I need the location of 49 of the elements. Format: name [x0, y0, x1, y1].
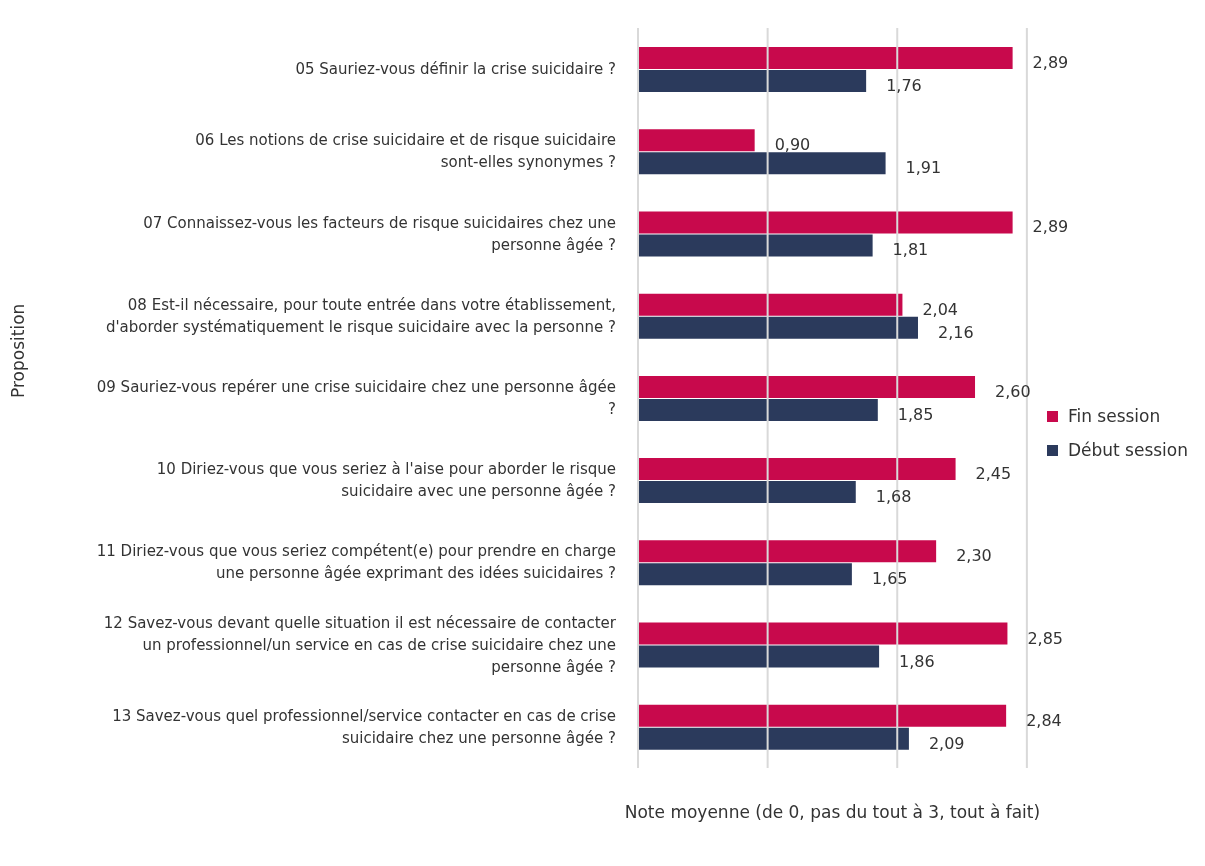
data-label: 2,89	[1032, 217, 1069, 237]
bar	[638, 129, 755, 152]
bar	[638, 47, 1013, 69]
data-label: 2,04	[922, 299, 959, 319]
bar	[638, 70, 867, 92]
legend-label: Fin session	[1067, 406, 1161, 426]
data-label: 0,90	[774, 135, 811, 155]
bar	[638, 458, 956, 481]
data-label: 2,84	[1026, 710, 1062, 730]
y-tick-label: 08 Est-il nécessaire, pour toute entrée dans votre établissement, d'aborder systématiquement le risque suicidaire avec la personne ?	[105, 295, 616, 336]
data-label: 1,91	[905, 158, 942, 178]
bar	[638, 563, 852, 586]
bar	[638, 622, 1008, 645]
y-tick-label: 13 Savez-vous quel professionnel/service contacter en cas de crise suicidaire chez une personne âgée ?	[112, 706, 616, 747]
bar	[638, 704, 1007, 727]
y-tick-label: 10 Diriez-vous que vous seriez à l'aise pour aborder le risque suicidaire avec une personne âgée ?	[156, 460, 616, 501]
y-tick-label: 11 Diriez-vous que vous seriez compétent(e) pour prendre en charge une personne âgée exprimant des idées suicidaires ?	[96, 542, 616, 583]
data-label: 1,86	[899, 651, 935, 671]
bar	[638, 316, 918, 339]
y-axis-title: Proposition	[8, 303, 29, 398]
y-tick-label: 09 Sauriez-vous repérer une crise suicidaire chez une personne âgée ?	[96, 378, 616, 418]
data-label: 1,81	[892, 240, 929, 260]
y-tick-label: 07 Connaissez-vous les facteurs de risque suicidaires chez une personne âgée ?	[143, 213, 616, 254]
y-tick-label: 06 Les notions de crise suicidaire et de risque suicidaire sont-elles synonymes ?	[195, 131, 616, 172]
data-label: 2,16	[937, 322, 974, 342]
data-label: 1,68	[875, 487, 912, 507]
data-label: 2,30	[956, 546, 992, 566]
bar	[638, 234, 873, 257]
data-label: 1,65	[871, 569, 908, 589]
x-axis-title: Note moyenne (de 0, pas du tout à 3, tout à fait)	[624, 802, 1041, 822]
y-tick-label: 12 Savez-vous devant quelle situation il est nécessaire de contacter un professionnel/un service en cas de crise suicidaire chez une personne âgée ?	[103, 613, 617, 676]
data-label: 2,45	[975, 464, 1012, 484]
bar	[638, 398, 878, 421]
data-label: 1,76	[886, 76, 922, 95]
data-label: 1,85	[897, 404, 934, 424]
bar	[638, 152, 886, 175]
legend-label: Début session	[1067, 440, 1188, 460]
bar	[638, 375, 976, 398]
bar	[638, 540, 937, 563]
data-label: 2,09	[928, 733, 965, 753]
y-tick-label: 05 Sauriez-vous définir la crise suicidaire ?	[295, 60, 616, 79]
data-label: 2,85	[1027, 628, 1064, 648]
bar	[638, 211, 1013, 234]
bar	[638, 645, 880, 668]
data-label: 2,60	[995, 381, 1031, 401]
bar	[638, 727, 909, 750]
data-label: 2,89	[1032, 53, 1069, 72]
bar	[638, 481, 856, 504]
bar	[638, 293, 903, 316]
